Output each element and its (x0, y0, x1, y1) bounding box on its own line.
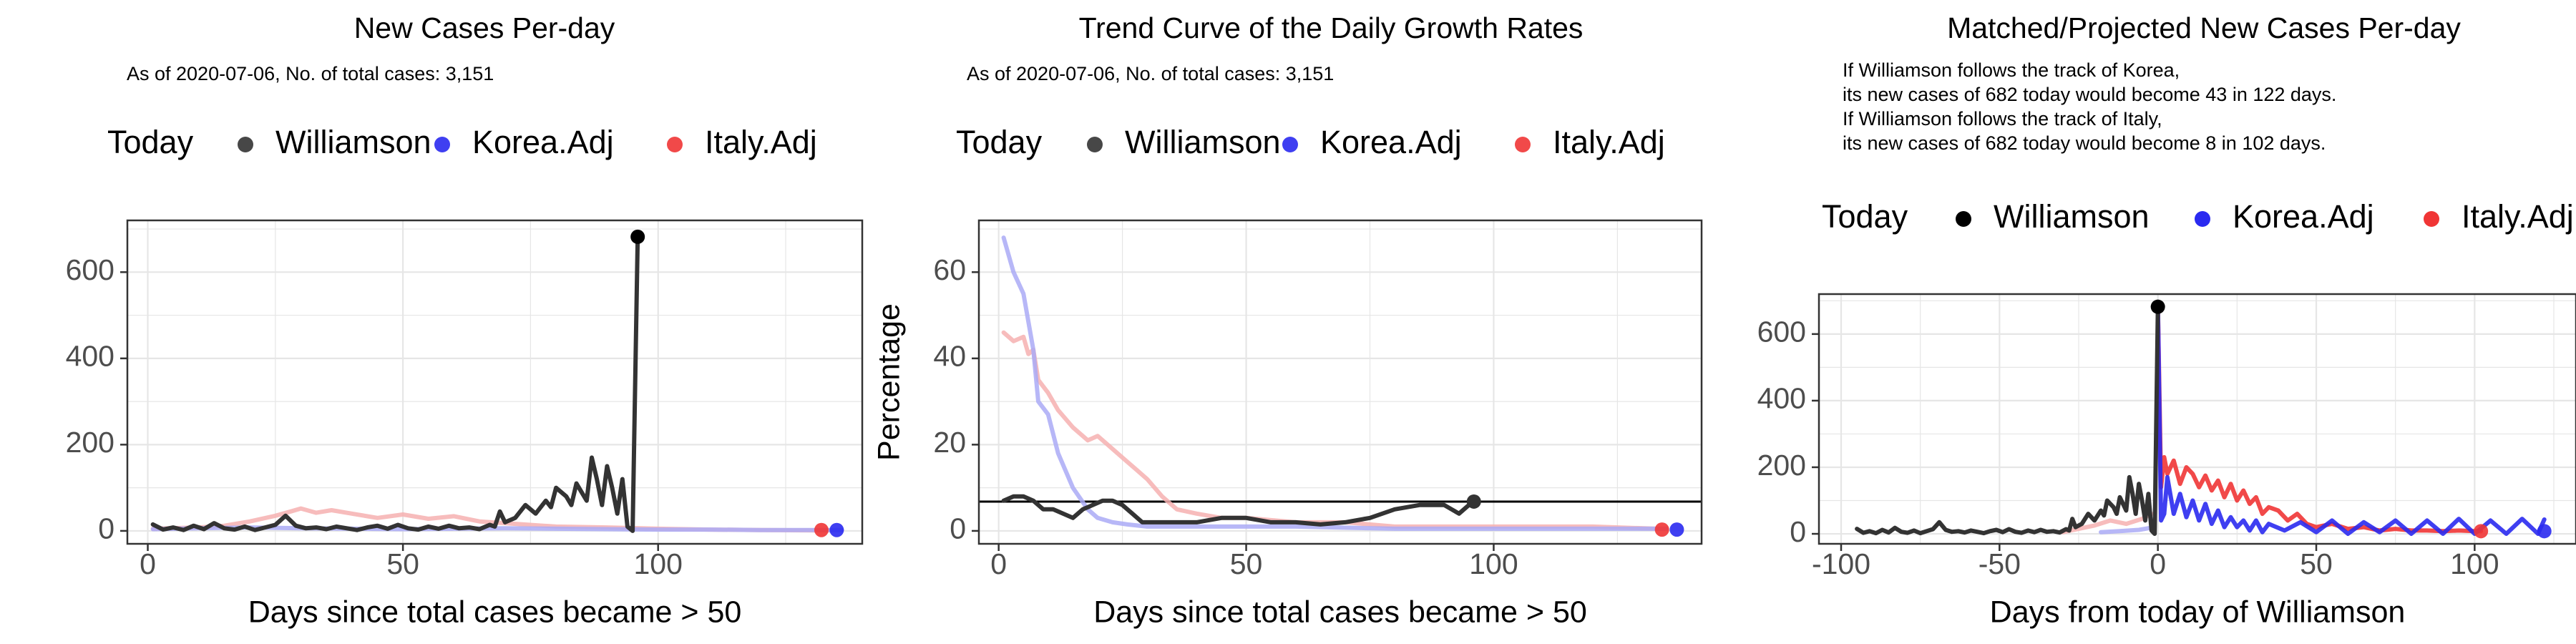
point-korea (1669, 522, 1684, 537)
legend-key-italy (1515, 137, 1531, 152)
panel-border (1818, 293, 2576, 545)
series-line-italy-faded (2060, 512, 2154, 535)
chart-subtitle-line: As of 2020-07-06, No. of total cases: 3,… (967, 63, 1334, 84)
legend-title: Today (1822, 198, 1908, 235)
legend-label-italy: Italy.Adj (705, 124, 817, 160)
chart-3: Matched/Projected New Cases Per-day If Wi… (1757, 11, 2576, 629)
chart-subtitle-line: its new cases of 682 today would become … (1843, 132, 2326, 154)
axes: -100 -50 0 50 100 0 200 400 600 (1757, 316, 2499, 580)
x-tick-label: 100 (2450, 547, 2499, 580)
point-williamson (2150, 299, 2165, 314)
x-axis-label: Days since total cases became > 50 (248, 595, 742, 629)
legend-title: Today (107, 124, 194, 160)
legend: Today Williamson Korea.Adj Italy.Adj (107, 124, 817, 160)
chart-subtitle-line: As of 2020-07-06, No. of total cases: 3,… (127, 63, 494, 84)
y-axis-label: Percentage (872, 303, 906, 461)
point-williamson (630, 229, 645, 244)
x-tick-label: 0 (990, 547, 1007, 580)
x-tick-label: 50 (1230, 547, 1263, 580)
legend-label-korea: Korea.Adj (1320, 124, 1462, 160)
y-tick-label: 20 (933, 426, 966, 459)
axes: 0 50 100 0 20 40 60 (933, 253, 1518, 580)
legend-title: Today (956, 124, 1043, 160)
legend-label-korea: Korea.Adj (472, 124, 614, 160)
series-line-korea-faded (2099, 525, 2157, 535)
chart-title: Trend Curve of the Daily Growth Rates (1079, 11, 1584, 44)
panel-border (126, 219, 864, 545)
x-tick-label: 50 (386, 547, 419, 580)
chart-subtitle-line: its new cases of 682 today would become … (1843, 84, 2336, 105)
y-tick-label: 0 (98, 512, 114, 545)
x-tick-label: 100 (634, 547, 683, 580)
legend-label-williamson: Williamson (1125, 124, 1281, 160)
x-tick-label: 100 (1469, 547, 1518, 580)
legend-label-italy: Italy.Adj (1553, 124, 1665, 160)
chart-1: New Cases Per-day As of 2020-07-06, No. o… (66, 11, 864, 629)
point-korea (2537, 524, 2552, 539)
legend-label-italy: Italy.Adj (2462, 198, 2574, 235)
series-line-williamson (1001, 494, 1476, 527)
axes: 0 50 100 0 200 400 600 (66, 253, 683, 580)
panel-border (977, 219, 1703, 545)
chart-subtitle-line: If Williamson follows the track of Italy… (1843, 108, 2162, 130)
point-williamson (1466, 494, 1481, 509)
legend-key-williamson (238, 137, 253, 152)
legend-key-korea (2195, 211, 2210, 227)
legend: Today Williamson Korea.Adj Italy.Adj (1822, 198, 2574, 235)
x-tick-label: 50 (2300, 547, 2333, 580)
point-italy (1654, 522, 1669, 537)
y-tick-label: 200 (66, 426, 114, 459)
x-tick-label: -100 (1812, 547, 1870, 580)
y-tick-label: 600 (1757, 316, 1806, 348)
grid (1819, 294, 2576, 544)
y-tick-label: 0 (950, 512, 966, 545)
legend-key-williamson (1087, 137, 1103, 152)
x-tick-label: 0 (2150, 547, 2166, 580)
y-tick-label: 40 (933, 340, 966, 373)
series-line-italy (2155, 304, 2484, 534)
y-tick-label: 400 (1757, 382, 1806, 415)
chart-subtitle-line: If Williamson follows the track of Korea… (1843, 59, 2180, 81)
legend-label-korea: Korea.Adj (2233, 198, 2374, 235)
legend-key-italy (2424, 211, 2439, 227)
x-axis-label: Days since total cases became > 50 (1093, 595, 1587, 629)
chart-2: Trend Curve of the Daily Growth Rates As … (872, 11, 1703, 629)
legend-key-williamson (1956, 211, 1971, 227)
series-line-williamson (1855, 304, 2160, 536)
legend: Today Williamson Korea.Adj Italy.Adj (956, 124, 1665, 160)
chart-title: New Cases Per-day (354, 11, 615, 44)
point-italy (814, 522, 829, 537)
legend-label-williamson: Williamson (275, 124, 431, 160)
legend-key-italy (667, 137, 683, 152)
plot-area (1001, 235, 1669, 531)
y-tick-label: 60 (933, 253, 966, 286)
point-italy (2474, 524, 2489, 539)
series-line-korea-faded (1001, 235, 1669, 531)
y-tick-label: 400 (66, 340, 114, 373)
x-axis-label: Days from today of Williamson (1990, 595, 2406, 629)
point-korea (829, 522, 844, 537)
grid (127, 220, 862, 544)
legend-label-williamson: Williamson (1994, 198, 2150, 235)
y-tick-label: 200 (1757, 449, 1806, 482)
grid (979, 220, 1702, 544)
legend-key-korea (434, 137, 450, 152)
plot-area (150, 234, 844, 533)
plot-area (1855, 304, 2547, 536)
series-line-korea (2155, 304, 2547, 536)
y-tick-label: 0 (1790, 515, 1806, 548)
x-tick-label: -50 (1979, 547, 2021, 580)
x-tick-label: 0 (140, 547, 156, 580)
chart-title: Matched/Projected New Cases Per-day (1947, 11, 2461, 44)
series-line-williamson (150, 234, 640, 533)
legend-key-korea (1282, 137, 1298, 152)
y-tick-label: 600 (66, 253, 114, 286)
